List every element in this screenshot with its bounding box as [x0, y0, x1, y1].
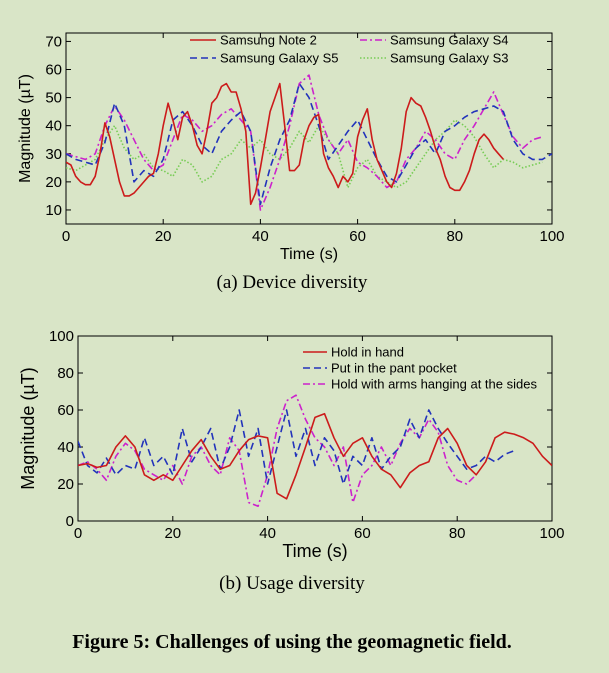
series-line-samsung-galaxy-s3 [66, 119, 543, 189]
y-tick-label: 60 [57, 402, 74, 419]
figure-caption: Figure 5: Challenges of using the geomag… [72, 631, 512, 653]
series-group [78, 394, 552, 508]
plot-area [77, 335, 553, 522]
chart-usage-diversity: 0 20 40 60 80 100 0 20 40 60 80 100 Time (s) Magnitud… [18, 328, 565, 594]
y-tick-label: 20 [57, 476, 74, 493]
series-line-put-in-the-pant-pocket [78, 409, 515, 485]
legend: Samsung Note 2 Samsung Galaxy S4 Samsung G… [190, 33, 509, 66]
y-tick-label: 50 [45, 90, 62, 107]
y-tick-label: 60 [45, 62, 62, 79]
series-group [66, 74, 552, 211]
y-axis-label: Magnitude (µT) [18, 367, 38, 489]
y-axis-label: Magnitude (µT) [17, 74, 34, 183]
x-tick-label: 60 [349, 228, 366, 245]
legend-label-samsung-note-2: Samsung Note 2 [220, 33, 317, 48]
chart-device-diversity: 0 20 40 60 80 100 10 20 30 40 50 60 70 Time (s) Magnit… [17, 32, 565, 293]
y-tick-label: 20 [45, 174, 62, 191]
y-tick-label: 80 [57, 365, 74, 382]
x-axis-label: Time (s) [282, 541, 347, 561]
legend-label-hold-with-arms-hanging-at-the-sides: Hold with arms hanging at the sides [331, 377, 537, 392]
x-tick-label: 20 [155, 228, 172, 245]
series-line-hold-in-hand [78, 412, 552, 500]
y-tick-label: 30 [45, 146, 62, 163]
x-tick-label: 0 [74, 525, 82, 542]
legend-label-put-in-the-pant-pocket: Put in the pant pocket [331, 361, 457, 376]
plot-area [65, 32, 553, 225]
legend-label-samsung-galaxy-s4: Samsung Galaxy S4 [390, 33, 509, 48]
y-tick-label: 40 [45, 118, 62, 135]
x-tick-label: 60 [354, 525, 371, 542]
y-tick-label: 40 [57, 439, 74, 456]
x-tick-label: 100 [539, 228, 564, 245]
y-tick-label: 10 [45, 202, 62, 219]
series-line-samsung-note-2 [66, 82, 505, 206]
y-tick-label: 100 [49, 328, 74, 345]
x-tick-label: 20 [164, 525, 181, 542]
x-tick-label: 40 [259, 525, 276, 542]
x-axis-label: Time (s) [280, 246, 338, 263]
x-tick-label: 80 [449, 525, 466, 542]
legend-label-samsung-galaxy-s3: Samsung Galaxy S3 [390, 51, 509, 66]
series-line-samsung-galaxy-s4 [66, 74, 543, 211]
chart-caption: (b) Usage diversity [219, 573, 365, 594]
y-tick-label: 70 [45, 33, 62, 50]
x-tick-label: 80 [446, 228, 463, 245]
x-tick-label: 0 [62, 228, 70, 245]
y-tick-label: 0 [66, 513, 74, 530]
legend-label-hold-in-hand: Hold in hand [331, 345, 404, 360]
x-tick-label: 100 [539, 525, 564, 542]
series-line-samsung-galaxy-s5 [66, 82, 552, 206]
x-tick-label: 40 [252, 228, 269, 245]
legend-label-samsung-galaxy-s5: Samsung Galaxy S5 [220, 51, 339, 66]
chart-caption: (a) Device diversity [217, 272, 368, 293]
series-line-hold-with-arms-hanging-at-the-sides [78, 394, 477, 508]
